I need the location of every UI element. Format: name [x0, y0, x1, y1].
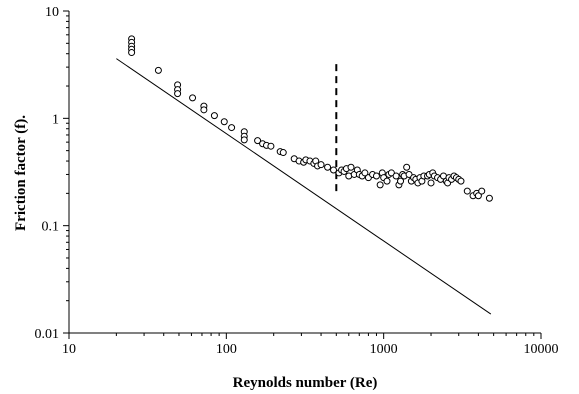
data-point: [376, 181, 384, 189]
data-point: [154, 66, 162, 74]
data-point: [200, 106, 208, 114]
y-axis-title: Friction factor (f).: [13, 115, 29, 231]
y-tick-label: 0.1: [42, 220, 60, 235]
x-tick-label: 10: [62, 342, 76, 357]
y-tick-label: 10: [45, 5, 59, 20]
data-point: [474, 192, 482, 200]
data-point: [324, 163, 332, 171]
data-point: [397, 177, 405, 185]
data-point: [347, 163, 355, 171]
data-point: [189, 94, 197, 102]
data-point: [405, 170, 413, 178]
data-point: [485, 194, 493, 202]
data-point: [279, 149, 287, 157]
x-tick-label: 1000: [370, 342, 398, 357]
data-point: [403, 163, 411, 171]
data-point: [387, 169, 395, 177]
data-point: [220, 118, 228, 126]
data-point: [427, 179, 435, 187]
data-point: [174, 90, 182, 98]
x-tick-label: 10000: [524, 342, 559, 357]
data-point: [383, 177, 391, 185]
data-point: [228, 124, 236, 132]
data-point: [210, 112, 218, 120]
data-point: [254, 137, 262, 145]
plot-area: 10 100 1000 10000 0.01 0.1 1 10: [35, 5, 559, 357]
y-tick-label: 0.01: [35, 327, 60, 342]
data-point: [330, 166, 338, 174]
data-point: [457, 177, 465, 185]
data-point: [463, 187, 471, 195]
x-tick-label: 100: [216, 342, 237, 357]
y-tick-label: 1: [52, 112, 59, 127]
data-point: [317, 161, 325, 169]
reference-line: [116, 58, 492, 315]
data-point: [361, 169, 369, 177]
x-axis-title: Reynolds number (Re): [233, 375, 378, 391]
data-point: [478, 187, 486, 195]
data-point: [392, 172, 400, 180]
data-point: [128, 49, 136, 57]
data-point: [267, 142, 275, 150]
data-point: [240, 136, 248, 144]
data-point: [372, 172, 380, 180]
